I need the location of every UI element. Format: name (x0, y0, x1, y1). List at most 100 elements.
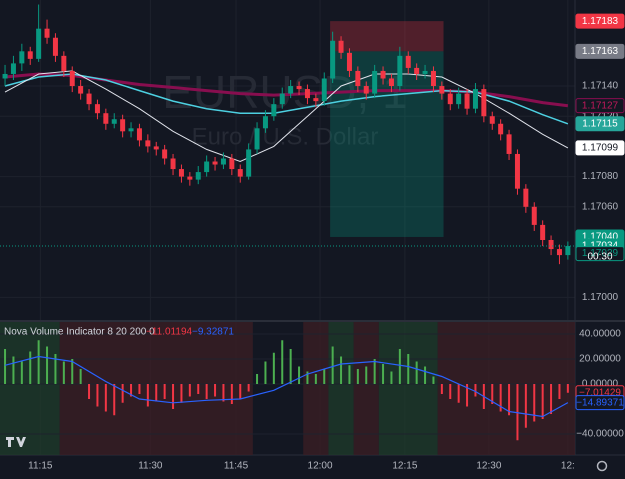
histogram-bar (356, 369, 359, 384)
price-label: 1.17040 (582, 232, 619, 243)
y-tick-label: 0.00000 (582, 379, 619, 390)
histogram-bar (20, 361, 23, 384)
candle-body (262, 116, 268, 129)
histogram-bar (365, 366, 368, 384)
candle-body (153, 146, 159, 150)
histogram-bar (466, 384, 469, 407)
x-tick-label: 11:15 (28, 461, 53, 472)
candle-body (304, 89, 310, 99)
histogram-bar (289, 349, 292, 384)
candle-body (195, 172, 201, 180)
price-label-box (575, 13, 625, 29)
histogram-bar (424, 366, 427, 384)
histogram-bar (239, 384, 242, 399)
histogram-bar (382, 364, 385, 384)
price-label-box (575, 43, 625, 59)
histogram-bar (146, 384, 149, 407)
histogram-bar (180, 384, 183, 403)
y-tick-label: 1.17000 (582, 292, 619, 303)
histogram-bar (46, 346, 49, 384)
candle-body (405, 55, 411, 68)
signal-zone (353, 322, 379, 455)
candle-body (204, 161, 210, 173)
candle-body (565, 246, 571, 256)
histogram-bar (533, 384, 536, 422)
price-label-box (575, 116, 625, 132)
histogram-bar (264, 361, 267, 384)
y-tick-label: 1.17080 (582, 171, 619, 182)
x-tick-label: 12:00 (308, 461, 333, 472)
candle-body (472, 89, 478, 109)
candle-body (162, 149, 168, 159)
y-tick-label: −40.00000 (576, 429, 624, 440)
candle-body (498, 123, 504, 135)
candle-body (430, 70, 436, 87)
candle-body (27, 51, 33, 59)
histogram-bar (230, 384, 233, 404)
candle-body (52, 37, 58, 56)
moving-average (4, 70, 569, 163)
indicator-header-value: −9.32871 (192, 327, 234, 338)
candle-body (355, 70, 361, 87)
histogram-bar (130, 384, 133, 397)
candle-body (237, 169, 243, 177)
x-tick-label: 12:30 (476, 461, 501, 472)
histogram-bar (298, 366, 301, 384)
price-label: 1.17029 (582, 248, 619, 259)
candle-body (178, 169, 184, 177)
indicator-title: Nova Volume Indicator 8 20 200 0 (4, 327, 155, 338)
x-tick-label: 11:30 (138, 461, 163, 472)
x-tick-label: 12: (561, 461, 575, 472)
candle-body (414, 67, 420, 74)
indicator-value-box (575, 395, 625, 411)
signal-zone (378, 322, 438, 455)
histogram-bar (415, 361, 418, 384)
candle-body (246, 149, 252, 177)
candle-body (61, 55, 67, 71)
candle-body (120, 119, 126, 132)
candle-body (548, 240, 554, 250)
histogram-bar (457, 384, 460, 403)
signal-zone (0, 322, 60, 455)
histogram-bar (71, 359, 74, 384)
settings-icon (596, 460, 608, 472)
candle-body (321, 78, 327, 102)
signal-zone (328, 322, 354, 455)
x-tick-label: 12:15 (392, 461, 417, 472)
candle-body (540, 224, 546, 240)
candle-body (481, 89, 487, 117)
histogram-bar (306, 371, 309, 384)
candle-body (338, 40, 344, 53)
histogram-bar (54, 354, 57, 384)
histogram-bar (163, 384, 166, 399)
y-tick-label: 1.17060 (582, 201, 619, 212)
candle-body (330, 40, 336, 79)
y-tick-label: 1.17140 (582, 81, 619, 92)
candle-body (388, 78, 394, 87)
candle-body (506, 134, 512, 154)
histogram-bar (172, 384, 175, 409)
candle-body (556, 249, 562, 256)
histogram-bar (524, 384, 527, 428)
candle-body (136, 128, 142, 141)
histogram-bar (550, 384, 553, 414)
candle-body (489, 116, 495, 124)
histogram-bar (256, 374, 259, 384)
candle-body (313, 98, 319, 102)
candle-body (380, 70, 386, 79)
candle-body (36, 28, 42, 59)
histogram-bar (62, 361, 65, 384)
histogram-bar (390, 371, 393, 384)
histogram-bar (407, 354, 410, 384)
histogram-bar (440, 384, 443, 394)
histogram-bar (373, 359, 376, 384)
candle-body (10, 63, 16, 74)
histogram-bar (121, 384, 124, 403)
candle-body (271, 104, 277, 117)
candle-body (447, 93, 453, 105)
candle-body (111, 119, 117, 124)
candle-body (103, 113, 109, 124)
price-label-box (575, 140, 625, 156)
candle-body (296, 86, 302, 90)
candle-body (2, 73, 8, 79)
